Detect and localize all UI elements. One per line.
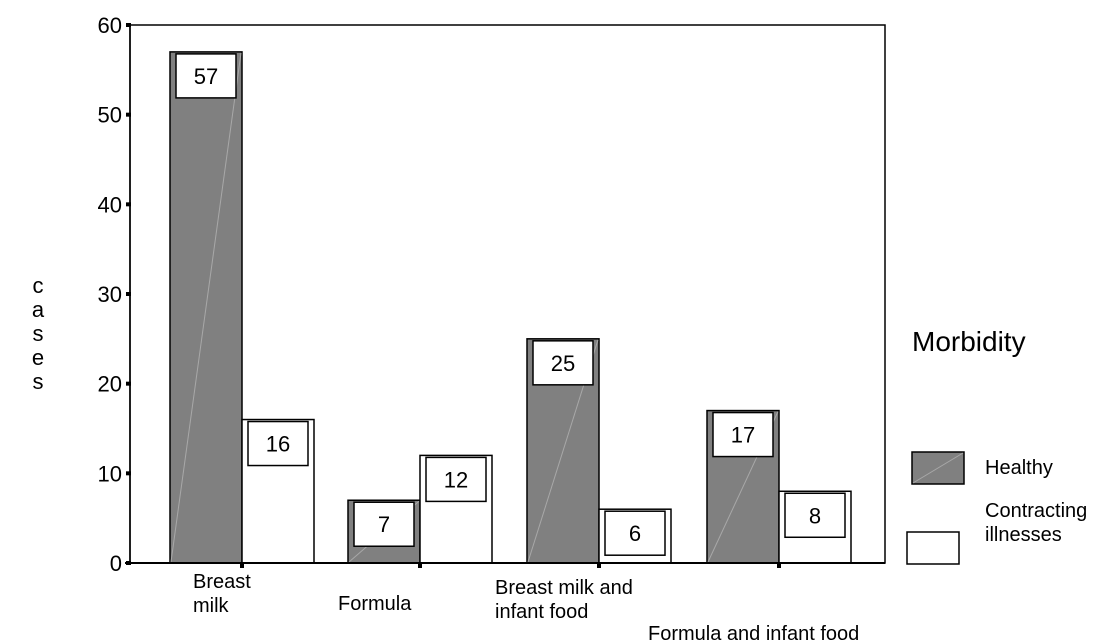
data-label: 57 [194,64,218,89]
x-axis: Breast milk Formula Breast milk and infant f… [125,562,885,643]
data-label-box [712,411,774,458]
legend-entry: Healthy [911,451,1053,485]
y-axis-label-char: a [32,297,45,322]
y-tick-mark [126,202,131,207]
legend-swatch-sheen [912,452,964,484]
data-label: 16 [266,432,290,457]
legend-title: Morbidity [912,326,1026,357]
bar-sheen [170,52,242,563]
y-axis-label-char: s [33,369,44,394]
data-label: 25 [551,351,575,376]
y-tick-label: 20 [98,372,122,397]
data-label: 8 [809,503,821,528]
x-tick-mark [777,562,781,568]
data-label-box [353,501,415,547]
x-tick-mark [418,562,422,568]
bar-group-ill: 8 [778,490,852,564]
bar-group-ill: 6 [598,508,672,564]
bar-group-healthy: 17 [706,409,780,564]
data-label-box [425,456,487,503]
y-axis-label-char: s [33,321,44,346]
bar-group-ill: 16 [241,418,315,564]
y-tick-label: 40 [98,192,122,217]
y-tick-label: 30 [98,282,122,307]
y-tick-mark [126,23,131,27]
x-tick-mark [597,562,601,568]
legend-label: Healthy [985,457,1053,479]
legend: Morbidity Healthy Contracting illnesses [906,326,1087,565]
legend-entry: Contracting illnesses [906,500,1087,565]
y-tick-mark [126,292,131,296]
bar-group-healthy: 25 [526,338,600,564]
y-axis-label-char: e [32,345,44,370]
y-tick-mark [126,381,131,386]
bars: 57 16 7 12 25 6 17 8 [169,51,852,564]
y-tick-label: 60 [98,13,122,38]
y-tick-label: 50 [98,103,122,128]
x-tick-mark [240,562,244,568]
x-category-label: Breast milk and infant food [495,577,633,623]
data-label-box [604,510,666,556]
x-category-label: Formula [338,593,412,615]
data-label: 7 [378,512,390,537]
y-tick-label: 10 [98,461,122,486]
legend-swatch [906,531,960,565]
y-axis-label-char: c [33,273,44,298]
data-label: 6 [629,521,641,546]
data-label: 12 [444,467,468,492]
bar-group-ill: 12 [419,454,493,564]
x-category-label: Breast milk [193,571,251,617]
legend-label: Contracting illnesses [985,500,1087,546]
data-label-box [175,53,237,99]
bar-group-healthy: 57 [169,51,243,564]
data-label: 17 [731,423,755,448]
y-axis: 0 10 20 30 40 50 60 [98,13,131,576]
data-label-box [247,420,309,467]
y-tick-label: 0 [110,551,122,576]
data-label-box [784,492,846,539]
bar-group-healthy: 7 [347,499,421,564]
y-tick-mark [126,112,131,117]
x-category-label: Formula and infant food [648,623,859,643]
y-tick-mark [126,471,131,476]
data-label-box [532,340,594,386]
